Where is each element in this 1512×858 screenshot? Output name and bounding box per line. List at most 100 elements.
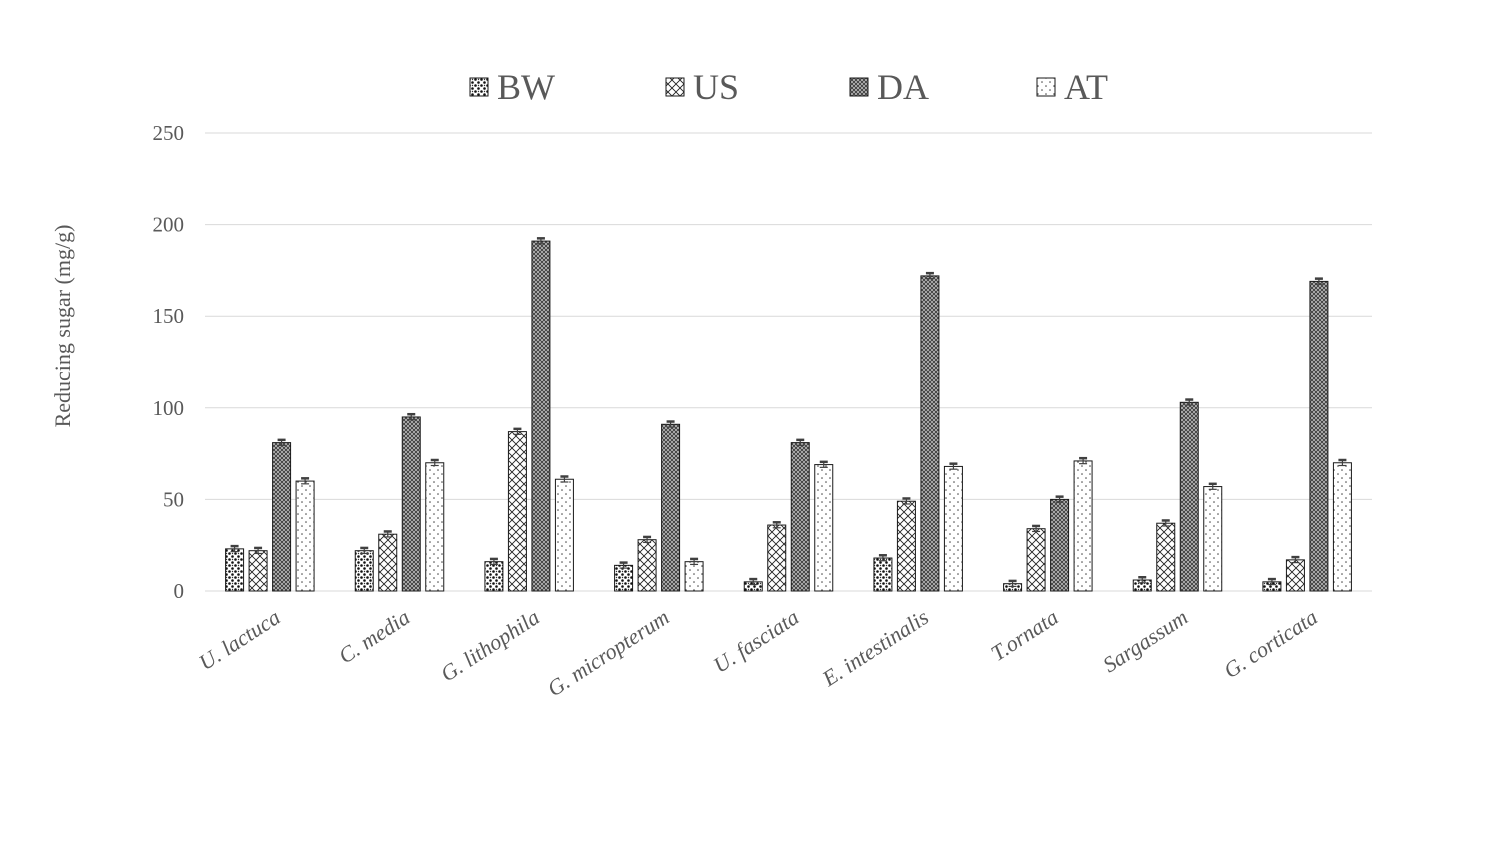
- bar-at-c-media: [425, 462, 445, 592]
- error-bar-da-t-ornata: [1055, 495, 1064, 503]
- bar-us-g-lithophila: [507, 431, 527, 592]
- bar-us-g-micropterum: [637, 539, 657, 592]
- error-bar-da-u-fasciata: [796, 438, 805, 446]
- error-bar-us-e-intestinalis: [902, 497, 911, 505]
- x-tick-label: G. lithophila: [436, 604, 544, 686]
- error-bar-us-c-media: [383, 530, 392, 538]
- error-bar-da-sargassum: [1185, 398, 1194, 406]
- legend-item-bw: BW: [469, 67, 555, 107]
- bar-bw-c-media: [354, 550, 374, 592]
- legend-swatch: [469, 77, 489, 97]
- x-tick-label: T.ornata: [986, 604, 1062, 666]
- bar-at-sargassum: [1203, 486, 1223, 592]
- bar-us-g-corticata: [1285, 559, 1305, 592]
- error-bar-at-sargassum: [1208, 482, 1217, 490]
- error-bars: [230, 237, 1347, 588]
- error-bar-da-g-corticata: [1314, 277, 1323, 285]
- error-bar-da-g-micropterum: [666, 420, 675, 428]
- bar-us-u-lactuca: [248, 550, 268, 592]
- bar-da-e-intestinalis: [920, 275, 940, 592]
- error-bar-bw-e-intestinalis: [878, 554, 887, 562]
- bar-da-g-lithophila: [531, 240, 551, 592]
- bar-at-e-intestinalis: [943, 465, 963, 592]
- x-tick-label: G. corticata: [1219, 604, 1322, 683]
- error-bar-bw-g-lithophila: [489, 557, 498, 566]
- bar-us-c-media: [378, 533, 398, 592]
- y-axis-ticks: 0 50 100 150 200 250: [153, 121, 185, 603]
- x-tick-label: G. micropterum: [543, 604, 674, 701]
- error-bar-da-c-media: [407, 412, 416, 421]
- error-bar-da-e-intestinalis: [925, 271, 934, 280]
- bar-da-u-fasciata: [790, 442, 810, 592]
- error-bar-at-g-lithophila: [560, 475, 569, 483]
- bar-bw-e-intestinalis: [873, 557, 893, 592]
- bar-at-u-lactuca: [295, 480, 315, 592]
- legend-label: BW: [497, 67, 555, 107]
- legend-swatch: [849, 77, 869, 97]
- x-tick-label: U. fasciata: [709, 604, 804, 678]
- error-bar-at-u-lactuca: [301, 477, 310, 485]
- error-bar-bw-c-media: [360, 546, 369, 555]
- error-bar-us-g-lithophila: [513, 427, 522, 435]
- y-tick-label: 0: [174, 579, 185, 603]
- bar-bw-u-lactuca: [225, 548, 245, 592]
- error-bar-bw-g-micropterum: [619, 561, 628, 569]
- legend-swatch: [1036, 77, 1056, 97]
- y-tick-label: 150: [153, 304, 185, 328]
- legend-item-da: DA: [849, 67, 929, 107]
- error-bar-bw-u-fasciata: [749, 577, 758, 586]
- error-bar-at-g-micropterum: [690, 557, 699, 566]
- x-tick-label: C. media: [334, 604, 414, 668]
- error-bar-us-g-corticata: [1291, 555, 1300, 564]
- legend-item-at: AT: [1036, 67, 1108, 107]
- bar-us-t-ornata: [1026, 528, 1046, 592]
- error-bar-da-u-lactuca: [277, 438, 286, 446]
- bar-at-u-fasciata: [814, 464, 834, 592]
- bar-da-u-lactuca: [272, 442, 292, 592]
- bar-us-sargassum: [1156, 522, 1176, 592]
- bar-at-g-lithophila: [554, 478, 574, 592]
- error-bar-us-t-ornata: [1032, 524, 1041, 533]
- bar-da-g-corticata: [1309, 280, 1329, 592]
- bar-at-g-corticata: [1332, 462, 1352, 592]
- error-bar-us-sargassum: [1161, 519, 1170, 527]
- legend-item-us: US: [665, 67, 739, 107]
- bars: [225, 240, 1352, 592]
- bar-us-u-fasciata: [767, 524, 787, 592]
- error-bar-at-g-corticata: [1338, 458, 1347, 467]
- bar-da-g-micropterum: [661, 423, 681, 592]
- legend-label: US: [693, 67, 739, 107]
- y-tick-label: 200: [153, 213, 185, 237]
- error-bar-bw-sargassum: [1138, 576, 1147, 584]
- error-bar-at-t-ornata: [1079, 456, 1088, 465]
- bar-da-c-media: [401, 416, 421, 592]
- error-bar-us-g-micropterum: [643, 535, 652, 544]
- legend-swatch: [665, 77, 685, 97]
- bar-da-t-ornata: [1050, 498, 1070, 592]
- bar-us-e-intestinalis: [896, 500, 916, 592]
- error-bar-bw-g-corticata: [1267, 577, 1276, 586]
- x-tick-label: E. intestinalis: [817, 604, 933, 691]
- error-bar-us-u-fasciata: [772, 521, 781, 529]
- error-bar-at-u-fasciata: [819, 460, 828, 468]
- x-tick-label: U. lactuca: [194, 604, 284, 675]
- error-bar-bw-u-lactuca: [230, 544, 239, 553]
- y-axis-title: Reducing sugar (mg/g): [50, 225, 75, 428]
- bar-bw-g-micropterum: [614, 564, 634, 592]
- legend-label: AT: [1064, 67, 1108, 107]
- bar-da-sargassum: [1179, 401, 1199, 592]
- legend: BW US DA AT: [469, 67, 1108, 107]
- bar-bw-g-lithophila: [484, 561, 504, 592]
- bar-at-t-ornata: [1073, 460, 1093, 592]
- x-tick-label: Sargassum: [1098, 604, 1192, 677]
- error-bar-bw-t-ornata: [1008, 579, 1017, 588]
- gridlines: [205, 132, 1372, 592]
- y-tick-label: 50: [163, 487, 184, 511]
- legend-label: DA: [877, 67, 929, 107]
- y-tick-label: 100: [153, 396, 185, 420]
- y-tick-label: 250: [153, 121, 185, 145]
- error-bar-us-u-lactuca: [254, 546, 263, 555]
- error-bar-da-g-lithophila: [536, 237, 545, 245]
